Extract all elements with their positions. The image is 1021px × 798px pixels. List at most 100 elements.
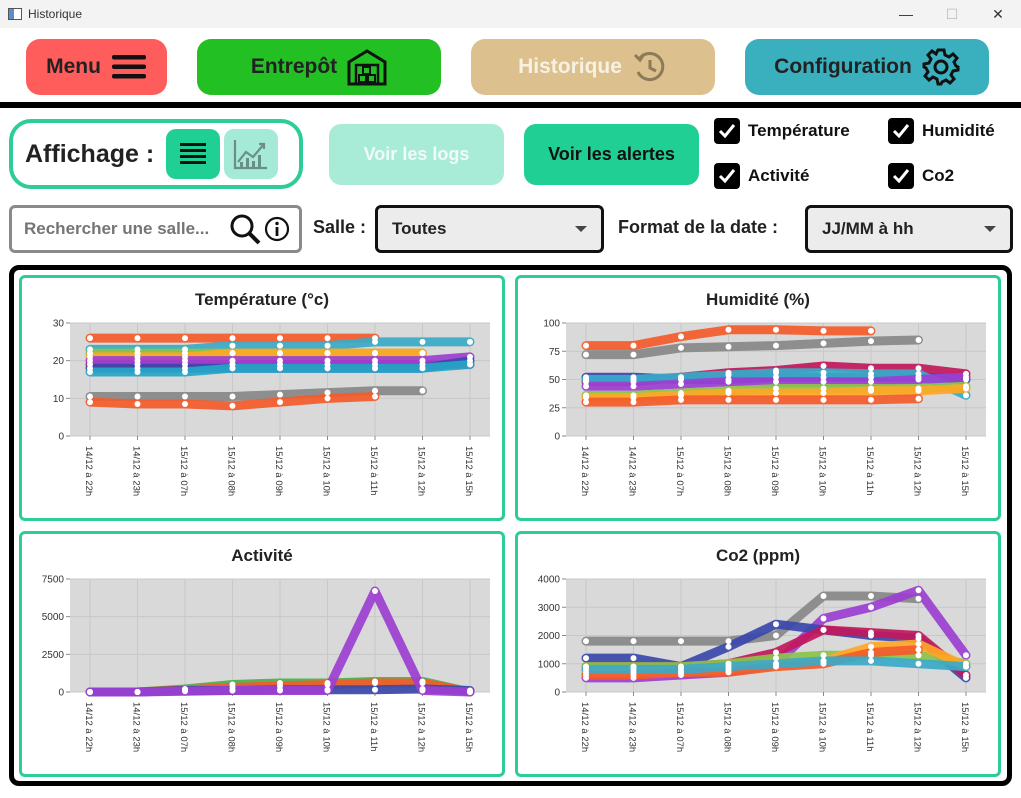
y-tick-label: 25 xyxy=(549,403,561,414)
y-tick-label: 1000 xyxy=(538,659,561,670)
data-point xyxy=(419,365,426,372)
data-point xyxy=(915,365,922,372)
data-point xyxy=(915,376,922,383)
y-tick-label: 0 xyxy=(58,432,64,443)
data-point xyxy=(915,336,922,343)
x-tick-label: 14/12 à 22h xyxy=(83,702,94,752)
data-point xyxy=(915,632,922,639)
x-tick-label: 15/12 à 15h xyxy=(463,702,474,752)
temperature-checkbox[interactable]: Température xyxy=(714,118,850,144)
minimize-button[interactable]: — xyxy=(899,6,913,22)
data-point xyxy=(277,399,283,406)
data-point xyxy=(820,385,827,392)
data-point xyxy=(678,344,684,351)
x-tick-label: 14/12 à 22h xyxy=(83,446,94,496)
data-point xyxy=(725,326,732,333)
historique-button[interactable]: Historique xyxy=(471,39,715,95)
activite-checkbox[interactable]: Activité xyxy=(714,163,809,189)
y-tick-label: 7500 xyxy=(42,575,65,586)
data-point xyxy=(868,629,874,636)
data-point xyxy=(229,687,236,694)
salle-select[interactable]: Toutes xyxy=(375,205,604,253)
data-point xyxy=(372,588,378,595)
x-tick-label: 15/12 à 10h xyxy=(321,446,332,496)
x-tick-label: 15/12 à 09h xyxy=(769,446,780,496)
x-tick-label: 15/12 à 08h xyxy=(722,446,733,496)
x-tick-label: 15/12 à 11h xyxy=(368,702,379,751)
humidite-checkbox[interactable]: Humidité xyxy=(888,118,995,144)
data-point xyxy=(372,393,378,400)
data-point xyxy=(820,374,827,381)
maximize-button[interactable]: ☐ xyxy=(945,5,959,22)
data-point xyxy=(725,390,732,397)
chevron-down-icon xyxy=(575,226,587,232)
close-button[interactable]: ✕ xyxy=(992,5,1004,22)
data-point xyxy=(583,666,589,673)
data-point xyxy=(868,378,874,385)
view-logs-button[interactable]: Voir les logs xyxy=(329,124,504,185)
data-point xyxy=(773,342,779,349)
data-point xyxy=(915,370,922,377)
checkmark-icon xyxy=(888,118,914,144)
entrepot-button[interactable]: Entrepôt xyxy=(197,39,441,95)
menu-button[interactable]: Menu xyxy=(26,39,167,95)
x-tick-label: 15/12 à 09h xyxy=(273,446,284,496)
data-point xyxy=(773,374,779,381)
data-point xyxy=(773,660,779,667)
data-point xyxy=(182,368,188,375)
configuration-button[interactable]: Configuration xyxy=(745,39,989,95)
data-point xyxy=(915,652,922,659)
temperature-chart-panel: Température (°c) 0 10 20 30 14/12 à 22h 14/12 … xyxy=(19,275,505,521)
list-view-button[interactable] xyxy=(166,129,221,179)
y-tick-label: 10 xyxy=(53,394,65,405)
y-tick-label: 0 xyxy=(554,432,560,443)
data-point xyxy=(277,335,283,342)
data-point xyxy=(182,335,188,342)
data-point xyxy=(324,389,331,396)
data-point xyxy=(725,643,732,650)
x-tick-label: 14/12 à 23h xyxy=(627,702,638,752)
data-point xyxy=(820,592,827,599)
data-point xyxy=(87,357,93,364)
data-point xyxy=(678,392,684,399)
data-point xyxy=(915,640,922,647)
data-point xyxy=(725,638,732,645)
data-point xyxy=(868,396,874,403)
data-point xyxy=(678,333,684,340)
search-icon[interactable] xyxy=(228,212,262,246)
checkmark-icon xyxy=(888,163,914,189)
data-point xyxy=(963,672,969,679)
co2-checkbox[interactable]: Co2 xyxy=(888,163,954,189)
data-point xyxy=(820,657,827,664)
x-tick-label: 15/12 à 07h xyxy=(674,702,685,752)
search-input[interactable] xyxy=(24,219,224,239)
data-point xyxy=(725,343,732,350)
data-point xyxy=(134,689,141,695)
data-point xyxy=(372,365,378,372)
y-tick-label: 75 xyxy=(549,347,561,358)
data-point xyxy=(868,657,874,664)
x-tick-label: 15/12 à 11h xyxy=(368,446,379,495)
data-point xyxy=(372,387,378,394)
chart-view-button[interactable] xyxy=(224,129,279,179)
data-point xyxy=(773,632,779,639)
data-point xyxy=(678,666,684,673)
data-point xyxy=(134,393,141,400)
data-point xyxy=(229,357,236,364)
date-format-select[interactable]: JJ/MM à hh xyxy=(805,205,1013,253)
view-alerts-button[interactable]: Voir les alertes xyxy=(524,124,699,185)
data-point xyxy=(773,655,779,662)
x-tick-label: 14/12 à 22h xyxy=(579,446,590,496)
data-point xyxy=(820,652,827,659)
warehouse-icon xyxy=(347,49,387,86)
data-point xyxy=(182,393,188,400)
data-point xyxy=(630,672,637,679)
data-point xyxy=(229,342,236,349)
data-point xyxy=(820,396,827,403)
x-tick-label: 15/12 à 12h xyxy=(912,702,923,752)
x-tick-label: 15/12 à 11h xyxy=(864,446,875,495)
x-tick-label: 15/12 à 12h xyxy=(416,702,427,752)
data-point xyxy=(963,663,969,670)
info-icon[interactable] xyxy=(264,216,290,242)
data-point xyxy=(583,399,589,406)
